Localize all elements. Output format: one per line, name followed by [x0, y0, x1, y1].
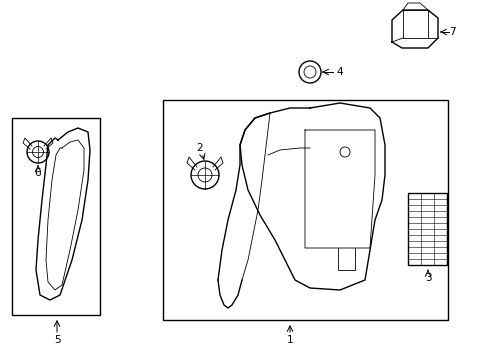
Text: 6: 6 [35, 168, 41, 178]
Bar [163, 100, 448, 320]
Text: 4: 4 [336, 67, 343, 77]
Bar [408, 193, 447, 265]
Text: 5: 5 [54, 335, 60, 345]
Text: 7: 7 [449, 27, 456, 37]
Bar [12, 118, 100, 315]
Text: 1: 1 [287, 335, 294, 345]
Text: 2: 2 [196, 143, 203, 153]
Text: 3: 3 [425, 273, 431, 283]
